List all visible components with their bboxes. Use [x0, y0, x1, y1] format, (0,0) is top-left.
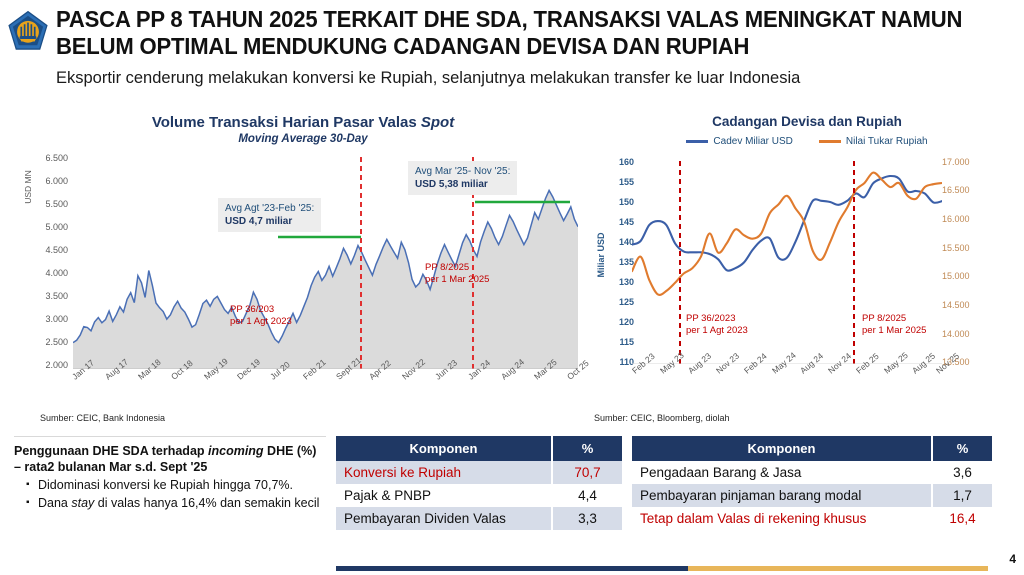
column-header-komponen: Komponen	[632, 436, 933, 461]
y-tick: 5.000	[45, 222, 68, 232]
right-chart-y-axis-label: Miliar USD	[596, 232, 606, 278]
y-tick-right: 16.000	[942, 214, 970, 224]
cell-percent: 16,4	[932, 507, 992, 530]
legend-swatch-orange	[818, 140, 841, 143]
cell-percent: 3,6	[932, 461, 992, 484]
right-chart-source: Sumber: CEIC, Bloomberg, diolah	[594, 413, 730, 423]
legend-label: Nilai Tukar Rupiah	[845, 136, 928, 147]
right-chart-legend: Cadev Miliar USD Nilai Tukar Rupiah	[590, 136, 1024, 147]
footer-bar-gold	[688, 566, 988, 571]
table-komponen-left: Komponen % Konversi ke Rupiah 70,7 Pajak…	[336, 436, 622, 530]
left-chart-source: Sumber: CEIC, Bank Indonesia	[40, 413, 166, 423]
y-tick-right: 15.000	[942, 271, 970, 281]
cell-percent: 1,7	[932, 484, 992, 507]
footer-bar-blue	[336, 566, 688, 571]
table-row: Tetap dalam Valas di rekening khusus 16,…	[632, 507, 992, 530]
cell-komponen: Tetap dalam Valas di rekening khusus	[632, 507, 933, 530]
cell-komponen: Pembayaran pinjaman barang modal	[632, 484, 933, 507]
cell-percent: 70,7	[552, 461, 622, 484]
right-chart-plot: 160 155 150 145 140 135 130 125 120 115 …	[590, 157, 1024, 413]
left-chart-title: Volume Transaksi Harian Pasar Valas Spot	[151, 114, 455, 131]
y-tick-right: 17.000	[942, 157, 970, 167]
marker-note-pp8-2025: PP 8/2025 per 1 Mar 2025	[862, 313, 927, 336]
list-item: Didominasi konversi ke Rupiah hingga 70,…	[26, 477, 326, 494]
y-tick-left: 150	[618, 197, 634, 207]
table-row: Pajak & PNBP 4,4	[336, 484, 622, 507]
cell-percent: 4,4	[552, 484, 622, 507]
y-tick-right: 13.500	[942, 357, 970, 367]
column-header-percent: %	[552, 436, 622, 461]
y-tick-left: 145	[618, 217, 634, 227]
y-tick-left: 130	[618, 277, 634, 287]
cell-komponen: Pembayaran Dividen Valas	[336, 507, 553, 530]
page-subtitle: Eksportir cenderung melakukan konversi k…	[56, 68, 801, 87]
marker-note-pp36-2023: PP 36/203 per 1 Agt 2023	[230, 304, 292, 327]
table-row: Konversi ke Rupiah 70,7	[336, 461, 622, 484]
y-tick-left: 110	[619, 357, 634, 367]
right-chart-svg	[632, 161, 942, 364]
y-tick: 6.000	[45, 176, 68, 186]
left-chart-panel: Volume Transaksi Harian Pasar Valas Spot…	[18, 110, 591, 430]
page-title: PASCA PP 8 TAHUN 2025 TERKAIT DHE SDA, T…	[56, 6, 963, 59]
y-tick-left: 160	[618, 157, 634, 167]
callout-avg-agt23-feb25: Avg Agt '23-Feb '25: USD 4,7 miliar	[218, 198, 322, 232]
cell-komponen: Pengadaan Barang & Jasa	[632, 461, 933, 484]
y-tick: 2.000	[45, 360, 68, 370]
list-item: Dana stay di valas hanya 16,4% dan semak…	[26, 495, 326, 512]
table-header-row: Komponen %	[632, 436, 992, 461]
notes-divider	[14, 436, 326, 437]
table-komponen-right: Komponen % Pengadaan Barang & Jasa 3,6 P…	[632, 436, 992, 530]
column-header-percent: %	[932, 436, 992, 461]
cell-percent: 3,3	[552, 507, 622, 530]
y-tick: 4.000	[45, 268, 68, 278]
right-chart-title: Cadangan Devisa dan Rupiah	[712, 114, 902, 129]
marker-note-pp36-2023: PP 36/2023 per 1 Agt 2023	[686, 313, 748, 336]
legend-item-rupiah: Nilai Tukar Rupiah	[818, 136, 928, 147]
y-tick-right: 15.500	[942, 243, 970, 253]
legend-swatch-blue	[686, 140, 709, 143]
left-chart-svg	[73, 157, 578, 369]
left-chart-plot: 6.500 6.000 5.500 5.000 4.500 4.000 3.50…	[18, 153, 591, 409]
table-row: Pembayaran Dividen Valas 3,3	[336, 507, 622, 530]
y-tick-left: 125	[618, 297, 634, 307]
column-header-komponen: Komponen	[336, 436, 553, 461]
bottom-section: Penggunaan DHE SDA terhadap incoming DHE…	[0, 430, 1024, 575]
y-tick: 3.500	[45, 291, 68, 301]
right-chart-panel: Cadangan Devisa dan Rupiah Cadev Miliar …	[590, 110, 1024, 430]
table-row: Pembayaran pinjaman barang modal 1,7	[632, 484, 992, 507]
left-chart-subtitle: Moving Average 30-Day	[238, 133, 368, 145]
notes-list: Didominasi konversi ke Rupiah hingga 70,…	[14, 477, 326, 511]
y-tick-left: 115	[619, 337, 634, 347]
y-tick: 5.500	[45, 199, 68, 209]
legend-label: Cadev Miliar USD	[713, 136, 793, 147]
y-tick: 3.000	[45, 314, 68, 324]
y-tick: 6.500	[45, 153, 68, 163]
y-tick-left: 140	[618, 237, 634, 247]
y-tick: 4.500	[45, 245, 68, 255]
y-tick-left: 135	[618, 257, 634, 267]
cell-komponen: Konversi ke Rupiah	[336, 461, 553, 484]
marker-note-pp8-2025: PP 8/2025 per 1 Mar 2025	[425, 262, 490, 285]
callout-avg-mar25-nov25: Avg Mar '25- Nov '25: USD 5,38 miliar	[408, 161, 518, 195]
notes-block: Penggunaan DHE SDA terhadap incoming DHE…	[14, 436, 326, 511]
left-chart-y-axis-label: USD MN	[23, 170, 33, 204]
y-tick-right: 14.500	[942, 300, 970, 310]
table-row: Pengadaan Barang & Jasa 3,6	[632, 461, 992, 484]
table-header-row: Komponen %	[336, 436, 622, 461]
y-tick: 2.500	[45, 337, 68, 347]
y-tick-right: 16.500	[942, 185, 970, 195]
page-number: 4	[1009, 552, 1016, 566]
kemenkeu-logo	[8, 10, 48, 50]
legend-item-cadev: Cadev Miliar USD	[686, 136, 793, 147]
y-tick-left: 155	[618, 177, 634, 187]
slide-header: PASCA PP 8 TAHUN 2025 TERKAIT DHE SDA, T…	[0, 0, 1024, 100]
cell-komponen: Pajak & PNBP	[336, 484, 553, 507]
y-tick-right: 14.000	[942, 329, 970, 339]
notes-heading: Penggunaan DHE SDA terhadap incoming DHE…	[14, 444, 317, 474]
y-tick-left: 120	[618, 317, 634, 327]
